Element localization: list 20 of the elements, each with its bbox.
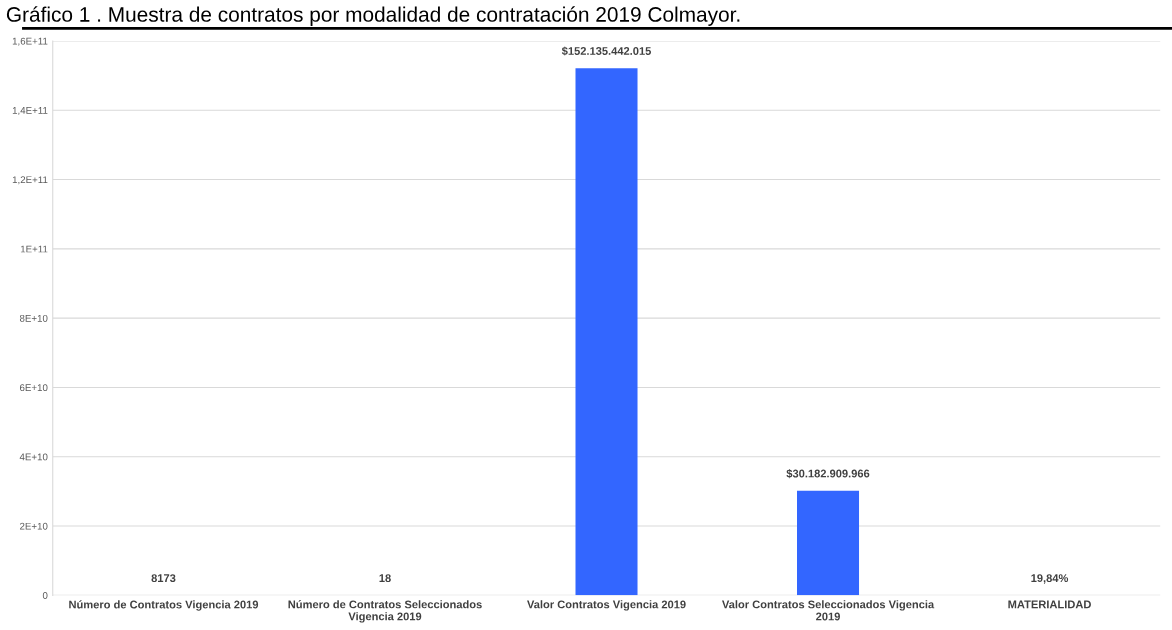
y-tick-label: 4E+10 <box>19 453 48 461</box>
x-tick-label: Valor Contratos Vigencia 2019 <box>527 600 686 611</box>
data-label: 8173 <box>151 574 176 583</box>
data-label: $30.182.909.966 <box>786 469 870 479</box>
y-tick-label: 1,6E+11 <box>12 37 48 46</box>
x-tick-label: Número de Contratos Seleccionados Vigencia 2019 <box>288 600 482 623</box>
x-tick-label: MATERIALIDAD <box>1008 600 1091 609</box>
y-tick-label: 1E+11 <box>20 245 48 253</box>
y-tick-label: 2E+10 <box>19 522 48 530</box>
y-tick-label: 6E+10 <box>19 384 48 392</box>
data-label: 19,84% <box>1031 574 1069 584</box>
y-tick-label: 8E+10 <box>19 314 48 322</box>
y-tick-label: 1,4E+11 <box>12 107 48 116</box>
data-label: $152.135.442.015 <box>561 46 651 56</box>
y-tick-label: 0 <box>42 592 48 599</box>
x-tick-label: Valor Contratos Seleccionados Vigencia 2019 <box>721 600 935 621</box>
y-tick-label: 1,2E+11 <box>12 176 48 185</box>
data-label: 18 <box>379 574 391 583</box>
x-tick-label: Número de Contratos Vigencia 2019 <box>69 600 259 611</box>
chart-title: Gráfico 1 . Muestra de contratos por modalidad de contratación 2019 Colmayor. <box>6 6 740 26</box>
